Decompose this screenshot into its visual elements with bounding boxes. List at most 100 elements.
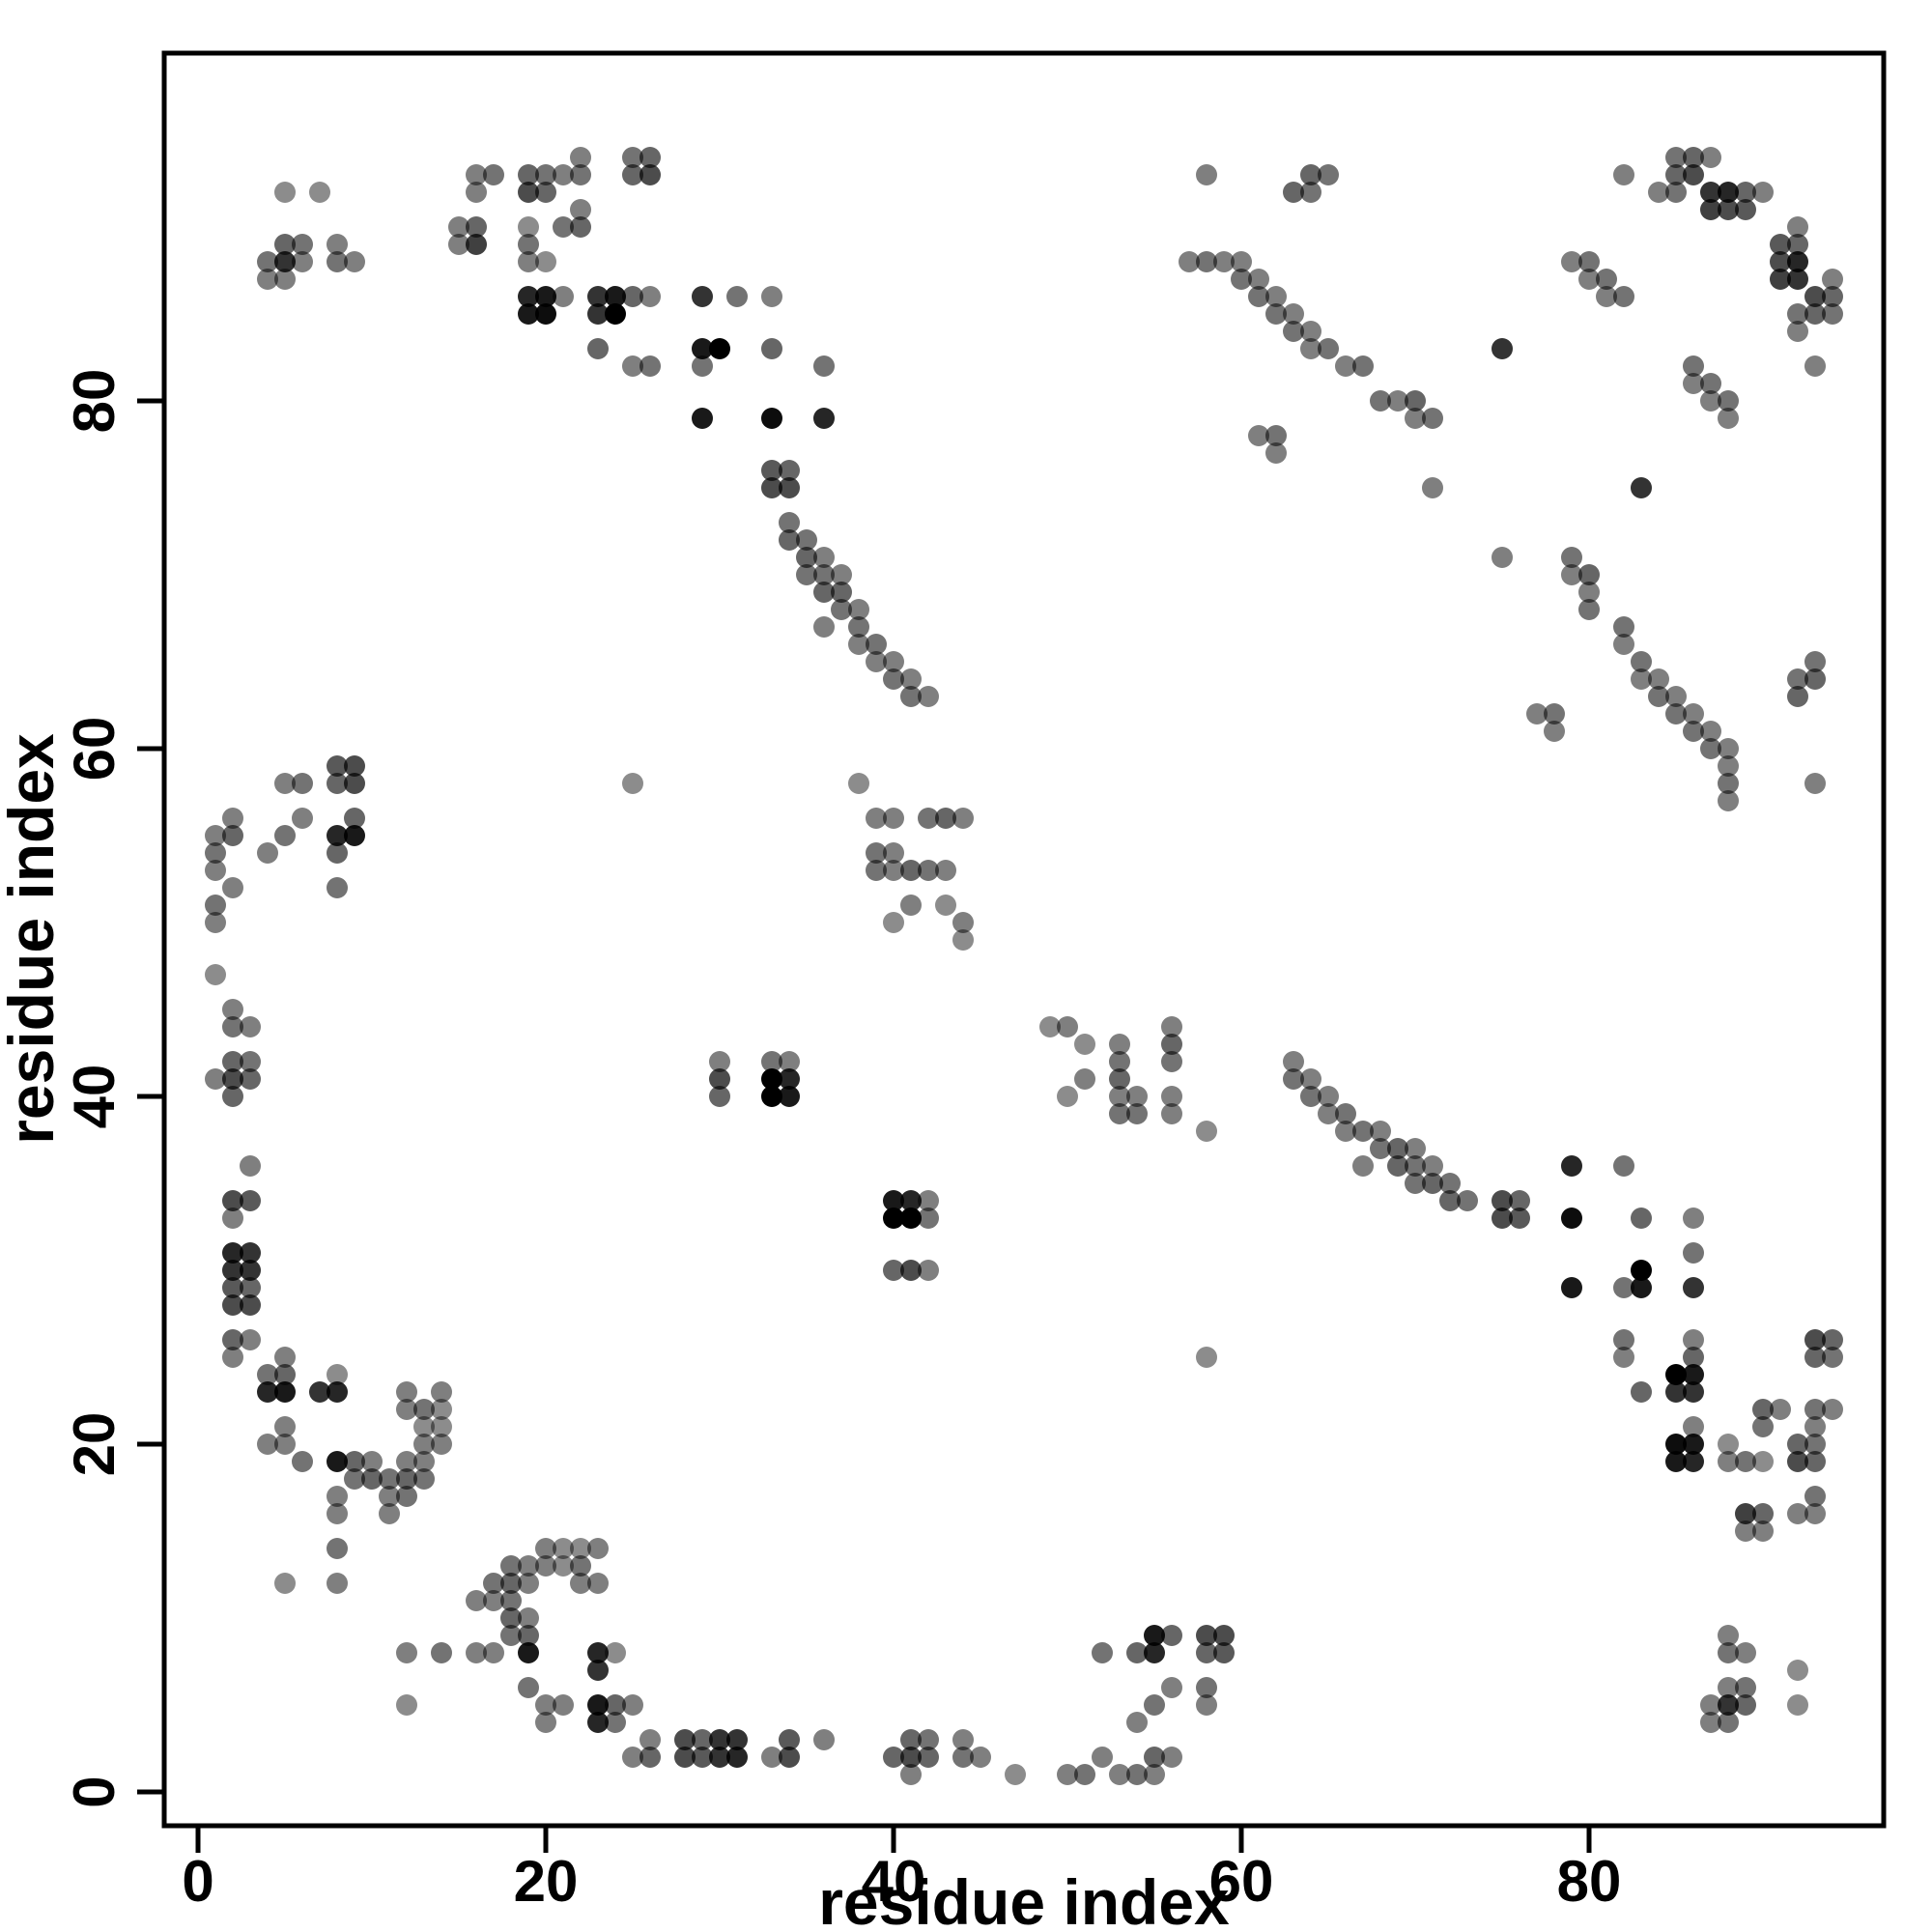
contact-point [1196, 1121, 1217, 1142]
contact-point [1787, 216, 1808, 238]
contact-point [1787, 321, 1808, 342]
contact-point [1561, 564, 1582, 585]
contact-point [570, 199, 591, 220]
contact-point [1631, 1260, 1652, 1281]
contact-point [1718, 390, 1739, 412]
contact-point [413, 1434, 435, 1455]
contact-point [205, 895, 226, 916]
contact-point [518, 303, 539, 325]
contact-point [309, 182, 330, 203]
contact-point [292, 234, 313, 255]
contact-point [900, 1764, 922, 1785]
contact-point [240, 1294, 261, 1316]
contact-point [535, 303, 556, 325]
contact-point [1074, 1764, 1095, 1785]
contact-point [918, 808, 939, 829]
contact-point [535, 1555, 556, 1577]
contact-point [1405, 390, 1426, 412]
contact-point [570, 1555, 591, 1577]
contact-point [327, 877, 348, 898]
contact-point [1335, 1103, 1356, 1124]
contact-point [1752, 1416, 1774, 1437]
contact-point [1457, 1190, 1478, 1211]
contact-point [709, 1086, 730, 1107]
contact-point [257, 1364, 278, 1385]
contact-point [1613, 634, 1634, 655]
x-tick-label: 80 [1557, 1849, 1622, 1914]
x-tick-label: 40 [862, 1849, 926, 1914]
contact-point [396, 1399, 417, 1420]
contact-point [1683, 1381, 1704, 1403]
contact-point [866, 634, 887, 655]
contact-point [587, 1694, 609, 1716]
contact-point [222, 1347, 243, 1368]
contact-point [692, 286, 713, 307]
contact-point [257, 1381, 278, 1403]
contact-point [1683, 721, 1704, 742]
contact-point [240, 1260, 261, 1281]
contact-point [413, 1468, 435, 1490]
contact-point [1804, 1416, 1826, 1437]
y-axis-ticks: 0 20 40 60 80 [62, 369, 164, 1808]
contact-point [327, 234, 348, 255]
contact-point [587, 303, 609, 325]
contact-point [761, 1747, 782, 1768]
contact-point [327, 1573, 348, 1594]
contact-point [327, 773, 348, 794]
contact-point [1248, 269, 1269, 290]
contact-point [483, 164, 504, 185]
contact-point [274, 234, 296, 255]
contact-point [1231, 269, 1252, 290]
contact-point [1718, 773, 1739, 794]
contact-point [518, 286, 539, 307]
contact-point [274, 1381, 296, 1403]
contact-point [1074, 1034, 1095, 1055]
contact-point [761, 408, 782, 429]
contact-point [1405, 1173, 1426, 1194]
contact-point [570, 147, 591, 168]
contact-point [1770, 269, 1791, 290]
contact-point [900, 860, 922, 881]
contact-point [1092, 1642, 1113, 1663]
contact-point [222, 1068, 243, 1090]
contact-point [222, 999, 243, 1020]
contact-point [518, 234, 539, 255]
contact-point [1752, 1520, 1774, 1542]
contact-point [431, 1642, 452, 1663]
contact-point [918, 686, 939, 707]
contact-point [1126, 1764, 1148, 1785]
contact-point [327, 1538, 348, 1559]
contact-point [1492, 1190, 1513, 1211]
contact-point [605, 286, 626, 307]
contact-point [587, 1538, 609, 1559]
contact-point [1144, 1625, 1165, 1646]
contact-point [1683, 1416, 1704, 1437]
contact-point [1804, 1451, 1826, 1472]
contact-point [1631, 477, 1652, 498]
contact-point [344, 1451, 365, 1472]
contact-point [1770, 1399, 1791, 1420]
contact-point [1265, 442, 1287, 464]
contact-point [327, 1381, 348, 1403]
contact-point [639, 355, 661, 377]
contact-point [466, 216, 487, 238]
contact-point [205, 912, 226, 933]
contact-point [1700, 199, 1721, 220]
contact-point [1718, 738, 1739, 759]
contact-point [1665, 147, 1687, 168]
contact-point [796, 547, 817, 568]
contact-point [535, 1712, 556, 1733]
contact-point [222, 825, 243, 846]
contact-point [274, 773, 296, 794]
contact-point [622, 1747, 643, 1768]
x-axis-title: residue index [818, 1866, 1230, 1932]
contact-point [918, 1190, 939, 1211]
contact-point [222, 877, 243, 898]
contact-point [379, 1486, 400, 1507]
contact-point [1718, 790, 1739, 811]
contact-point [883, 808, 904, 829]
contact-point [1631, 1277, 1652, 1298]
contact-point [327, 1364, 348, 1385]
contact-point [553, 286, 574, 307]
contact-point [883, 651, 904, 672]
